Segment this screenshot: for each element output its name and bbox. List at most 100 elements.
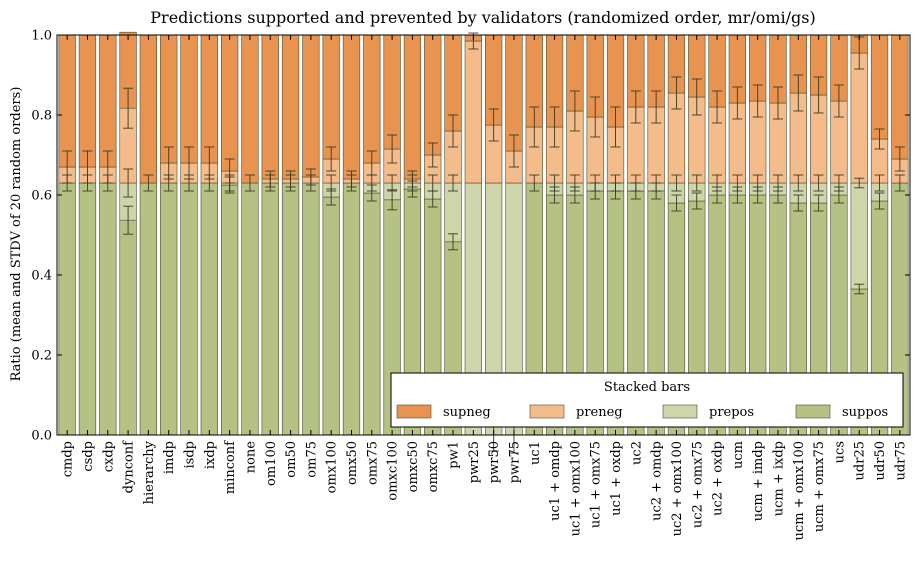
- bar-suppos-cxdp: [99, 182, 117, 436]
- x-tick-label: omx100: [325, 441, 340, 493]
- x-tick-label: dynconf: [122, 440, 137, 494]
- bar-suppos-omx75: [363, 192, 381, 436]
- bar-supneg-csdp: [78, 34, 97, 168]
- bar-suppos-ixdp: [200, 182, 218, 436]
- y-tick-label: 0.4: [31, 269, 52, 284]
- bar-suppos-hierarchy: [139, 182, 158, 436]
- x-tick-label: uc2 + oxdp: [711, 441, 726, 516]
- x-tick-label: imdp: [162, 441, 177, 474]
- x-tick-label: omx50: [345, 441, 360, 485]
- bar-suppos-omx50: [342, 182, 361, 436]
- bar-supneg-udr50: [870, 34, 889, 140]
- plot-frame: [56, 34, 911, 436]
- legend-label-suppos: suppos: [842, 405, 888, 420]
- x-tick-label: uc2 + omx75: [690, 441, 705, 528]
- bar-supneg-omx75: [363, 34, 381, 164]
- x-tick-label: csdp: [81, 441, 96, 472]
- x-axis: cmdp csdp cxdp dynconf hierarchy imdp isdp ixdp…: [61, 35, 908, 540]
- x-tick-label: none: [243, 441, 258, 474]
- bar-supneg-hierarchy: [139, 34, 158, 184]
- x-tick-label: uc2 + omx100: [670, 441, 685, 536]
- bar-suppos-minconf: [221, 184, 239, 436]
- bar-supneg-udr75: [891, 34, 909, 160]
- x-tick-label: uc2 + omdp: [650, 441, 665, 521]
- bar-suppos-om50: [281, 182, 300, 436]
- x-tick-label: hierarchy: [142, 440, 157, 504]
- x-tick-label: pwr25: [467, 441, 482, 483]
- bar-suppos-isdp: [180, 182, 198, 436]
- legend-title: Stacked bars: [604, 380, 690, 395]
- bar-supneg-omxc100: [383, 34, 401, 150]
- bar-prepos-pw1: [444, 182, 462, 243]
- x-tick-label: ucm: [731, 441, 746, 469]
- y-tick-label: 0.8: [31, 109, 52, 124]
- legend: Stacked bars supneg preneg prepos suppos: [390, 372, 904, 428]
- x-tick-label: ixdp: [203, 441, 218, 469]
- bar-supneg-pwr75: [505, 34, 523, 152]
- x-tick-label: ucm + omx75: [812, 441, 827, 532]
- x-tick-label: ucs: [832, 441, 847, 463]
- bar-suppos-om75: [302, 182, 320, 436]
- bar-supneg-imdp: [160, 34, 178, 164]
- x-tick-label: ucm + imdp: [751, 441, 766, 521]
- y-tick-label: 1.0: [31, 29, 52, 44]
- y-tick-label: 0.0: [31, 429, 52, 444]
- bar-supneg-omxc75: [424, 34, 442, 156]
- bar-suppos-csdp: [78, 182, 97, 436]
- x-tick-label: udr25: [853, 441, 868, 480]
- x-tick-label: uc1 + omdp: [548, 441, 563, 521]
- bar-supneg-om100: [261, 34, 279, 180]
- legend-swatch-preneg: [529, 404, 565, 419]
- x-tick-label: isdp: [183, 441, 198, 468]
- x-tick-label: omxc50: [406, 441, 421, 492]
- y-tick-label: 0.6: [31, 189, 52, 204]
- x-tick-label: uc1 + oxdp: [609, 441, 624, 516]
- bar-suppos-imdp: [160, 182, 178, 436]
- bar-preneg-pwr25: [464, 40, 482, 184]
- x-tick-label: ucm + omx100: [792, 441, 807, 540]
- bar-suppos-cmdp: [58, 182, 76, 436]
- bar-suppos-none: [241, 182, 259, 436]
- legend-swatch-supneg: [396, 404, 432, 419]
- x-tick-label: pw1: [447, 441, 462, 469]
- x-tick-label: omxc100: [386, 441, 401, 501]
- bar-supneg-om50: [281, 34, 300, 180]
- bar-supneg-minconf: [221, 34, 239, 172]
- legend-label-preneg: preneg: [576, 405, 623, 420]
- bar-supneg-omx50: [342, 34, 361, 180]
- x-tick-label: uc1: [528, 441, 543, 465]
- bar-preneg-udr25: [850, 52, 868, 184]
- y-axis: 0.0 0.2 0.4 0.6 0.8 1.0: [31, 29, 910, 444]
- x-tick-label: om75: [304, 441, 319, 478]
- bar-supneg-omxc50: [403, 34, 422, 180]
- legend-swatch-suppos: [795, 404, 831, 419]
- x-tick-label: uc1 + omx75: [589, 441, 604, 528]
- bar-supneg-ixdp: [200, 34, 218, 164]
- bar-supneg-om75: [302, 34, 320, 178]
- legend-swatch-prepos: [662, 404, 698, 419]
- x-tick-label: ucm + ixdp: [771, 441, 786, 516]
- x-tick-label: minconf: [223, 440, 238, 494]
- x-tick-label: om50: [284, 441, 299, 478]
- bar-suppos-omx100: [322, 196, 340, 436]
- x-tick-label: pwr50: [487, 441, 502, 483]
- bar-supneg-omx100: [322, 34, 340, 160]
- bar-supneg-none: [241, 34, 259, 184]
- x-tick-label: cxdp: [101, 441, 116, 472]
- x-tick-label: udr50: [873, 441, 888, 480]
- x-tick-label: cmdp: [61, 441, 76, 477]
- bar-supneg-cxdp: [99, 34, 117, 168]
- x-tick-label: omx75: [365, 441, 380, 485]
- bar-suppos-om100: [261, 182, 279, 436]
- legend-label-supneg: supneg: [443, 405, 491, 420]
- y-tick-label: 0.2: [31, 349, 52, 364]
- bar-prepos-udr25: [850, 182, 868, 290]
- x-tick-label: uc1 + omx100: [568, 441, 583, 536]
- bar-supneg-isdp: [180, 34, 198, 164]
- legend-label-prepos: prepos: [709, 405, 754, 420]
- bar-supneg-cmdp: [58, 34, 76, 168]
- x-tick-label: pwr75: [507, 441, 522, 483]
- x-tick-label: udr75: [893, 441, 908, 480]
- y-axis-title: Ratio (mean and STDV of 20 random orders…: [9, 87, 24, 382]
